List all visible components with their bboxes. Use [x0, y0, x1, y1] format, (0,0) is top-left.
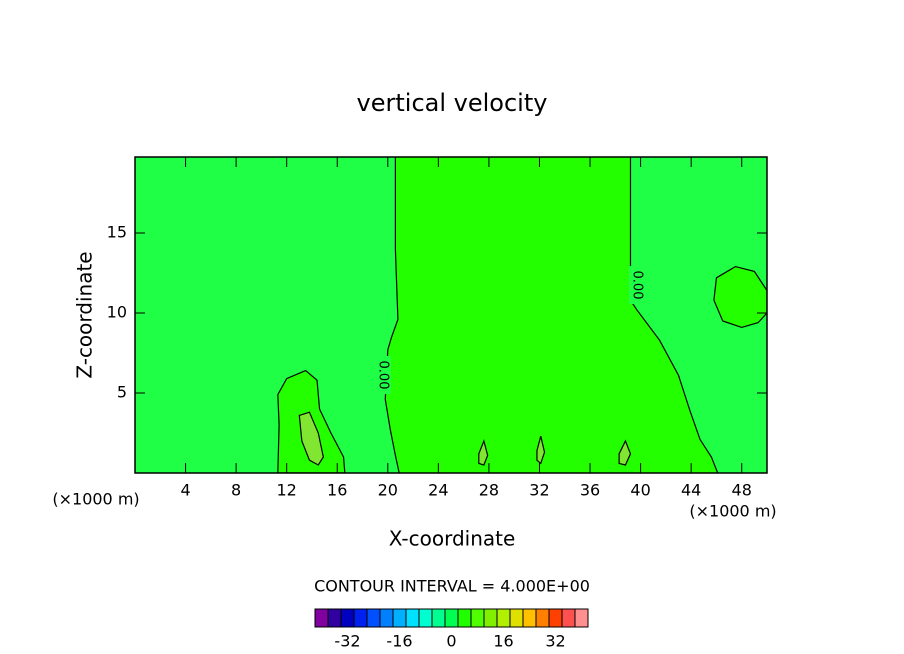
contour-label-bg — [629, 266, 645, 304]
x-tick-label: 28 — [479, 481, 499, 500]
colorbar-box — [444, 608, 459, 628]
colorbar-box — [314, 608, 329, 628]
colorbar-tick-label: 0 — [446, 632, 456, 651]
colorbar-tick-label: -16 — [386, 632, 412, 651]
colorbar-box — [522, 608, 537, 628]
y-tick-label: 15 — [107, 223, 127, 242]
colorbar-box — [392, 608, 407, 628]
plot-area — [135, 157, 767, 473]
x-tick-label: 24 — [428, 481, 448, 500]
colorbar-box — [405, 608, 420, 628]
colorbar-box — [340, 608, 355, 628]
colorbar-box — [509, 608, 524, 628]
colorbar-box — [483, 608, 498, 628]
colorbar-box — [574, 608, 589, 628]
x-tick-label: 8 — [231, 481, 241, 500]
y-tick-label: 5 — [117, 383, 127, 402]
x-axis-label: X-coordinate — [389, 527, 516, 551]
contour-label: 0.00 — [630, 271, 645, 300]
x-tick-label: 12 — [277, 481, 297, 500]
colorbar-box — [561, 608, 576, 628]
colorbar-box — [548, 608, 563, 628]
contour-interval: CONTOUR INTERVAL = 4.000E+00 — [314, 577, 590, 596]
contour-label: 0.00 — [376, 361, 391, 390]
x-tick-label: 36 — [580, 481, 600, 500]
contour-region — [385, 157, 718, 473]
colorbar-box — [379, 608, 394, 628]
x-tick-label: 44 — [681, 481, 701, 500]
contour-region — [478, 439, 489, 466]
colorbar-box — [431, 608, 446, 628]
contour-label-bg — [375, 356, 391, 394]
colorbar-tick-label: 32 — [545, 632, 565, 651]
x-units-label: (×1000 m) — [689, 502, 776, 521]
x-tick-label: 16 — [327, 481, 347, 500]
contour-region — [298, 411, 324, 466]
colorbar-tick-label: -32 — [334, 632, 360, 651]
x-tick-label: 20 — [378, 481, 398, 500]
contour-region — [536, 436, 546, 465]
chart-title: vertical velocity — [357, 89, 548, 117]
contour-line — [384, 157, 400, 473]
colorbar-box — [366, 608, 381, 628]
contour-region — [713, 265, 767, 329]
x-tick-label: 48 — [732, 481, 752, 500]
colorbar-box — [470, 608, 485, 628]
x-tick-label: 4 — [180, 481, 190, 500]
y-axis-label: Z-coordinate — [73, 251, 97, 378]
colorbar-box — [457, 608, 472, 628]
plot-frame — [134, 156, 768, 474]
colorbar-box — [496, 608, 511, 628]
colorbar-tick-label: 16 — [493, 632, 513, 651]
colorbar-box — [418, 608, 433, 628]
colorbar-box — [535, 608, 550, 628]
x-tick-label: 40 — [630, 481, 650, 500]
x-tick-label: 32 — [529, 481, 549, 500]
colorbar-box — [353, 608, 368, 628]
colorbar-box — [327, 608, 342, 628]
contour-region — [618, 439, 632, 466]
x-units-label: (×1000 m) — [52, 490, 139, 509]
y-tick-label: 10 — [107, 303, 127, 322]
